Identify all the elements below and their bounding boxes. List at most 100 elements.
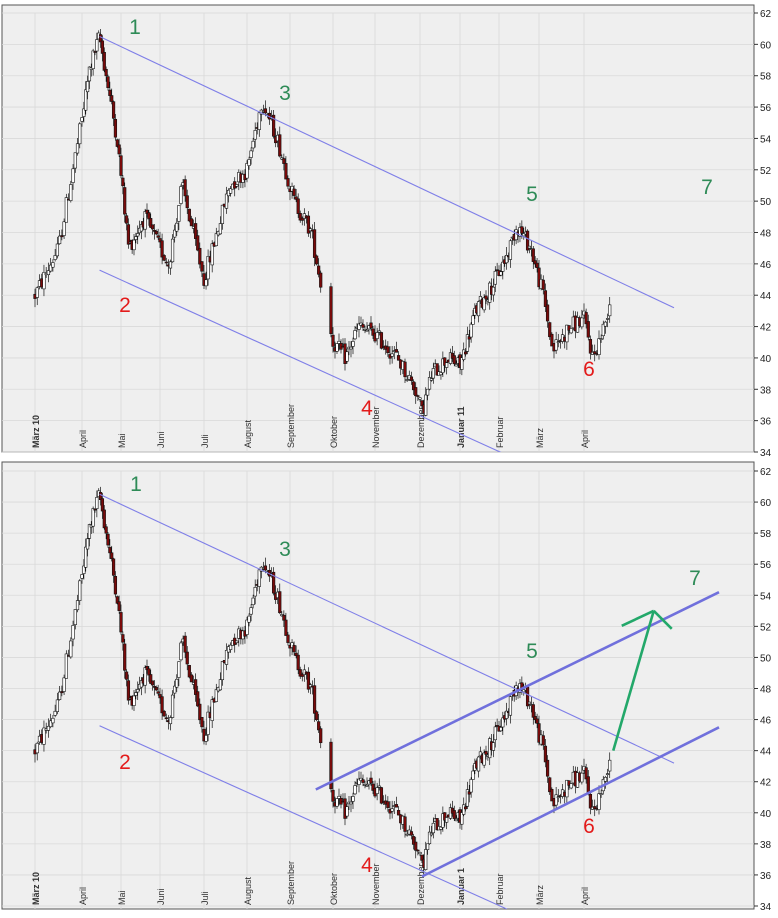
candle-down — [296, 198, 300, 214]
candle-up — [556, 341, 560, 344]
y-tick-label: 38 — [760, 840, 772, 851]
candle-down — [443, 357, 447, 366]
candle-down — [296, 654, 300, 671]
month-label: Februar — [495, 416, 505, 448]
candle-up — [445, 362, 449, 368]
candle-down — [535, 718, 539, 724]
candle-down — [154, 686, 158, 691]
candle-down — [286, 634, 290, 643]
y-tick-label: 44 — [760, 291, 772, 302]
candle-up — [431, 822, 435, 834]
candle-up — [491, 286, 496, 296]
candle-down — [272, 571, 276, 594]
wave-label-1: 1 — [129, 16, 141, 39]
wave-annotations: 1 2 3 4 5 6 7 — [119, 16, 713, 420]
wave-label-6: 6 — [583, 358, 595, 381]
candle-up — [357, 778, 361, 785]
candle-up — [247, 615, 251, 623]
candle-up — [462, 349, 466, 360]
candle-up — [426, 388, 430, 396]
candle-down — [593, 806, 597, 809]
candle-down — [537, 267, 541, 288]
candle-up — [501, 717, 505, 728]
candle-up — [460, 357, 464, 370]
candle-up — [143, 667, 147, 686]
candle-down — [158, 238, 162, 243]
candle-up — [441, 358, 445, 374]
candle-down — [104, 526, 108, 534]
candle-up — [218, 679, 222, 691]
candle-up — [42, 727, 46, 745]
candle-down — [312, 685, 317, 714]
candle-up — [214, 233, 218, 247]
candle-up — [218, 223, 222, 235]
plot-area — [1, 4, 755, 453]
candle-down — [435, 363, 439, 376]
candle-up — [95, 39, 99, 52]
candle-down — [117, 601, 121, 611]
candle-up — [390, 808, 394, 812]
candle-down — [329, 286, 333, 335]
y-tick-label: 36 — [760, 871, 772, 882]
month-label: April — [78, 430, 88, 448]
candle-down — [282, 158, 286, 164]
candle-up — [80, 117, 84, 122]
wave-label-5: 5 — [526, 183, 538, 206]
candle-up — [46, 270, 51, 276]
wave-label-5: 5 — [526, 640, 538, 663]
candle-up — [64, 653, 68, 679]
x-axis-months: März 10 April Mai Juni Juli August September Ok… — [31, 471, 590, 909]
candle-down — [298, 213, 302, 221]
candle-up — [465, 789, 470, 807]
candle-up — [337, 795, 341, 799]
candle-up — [565, 779, 569, 798]
candle-down — [278, 134, 282, 157]
forecast-arrow — [612, 609, 673, 752]
candle-up — [214, 689, 218, 702]
candle-down — [588, 793, 593, 809]
candle-down — [386, 346, 390, 354]
wave-label-6: 6 — [583, 815, 595, 838]
candle-up — [58, 235, 62, 245]
y-tick-label: 40 — [760, 809, 772, 820]
candle-up — [454, 364, 458, 367]
candle-down — [535, 262, 539, 268]
candle-down — [150, 224, 155, 230]
candle-down — [537, 723, 541, 743]
y-tick-label: 34 — [760, 448, 772, 459]
y-tick-label: 42 — [760, 323, 772, 334]
candle-down — [586, 321, 590, 338]
candles — [33, 486, 612, 875]
candle-down — [306, 671, 311, 690]
y-tick-label: 62 — [760, 9, 772, 20]
forecast-arrow-head-right — [652, 609, 673, 630]
month-label: November — [371, 406, 381, 448]
candle-down — [183, 635, 187, 653]
candle-up — [53, 710, 57, 716]
down-channel-line — [99, 36, 675, 309]
candle-down — [100, 498, 105, 512]
candle-up — [251, 140, 255, 149]
candle-up — [55, 699, 59, 712]
candle-down — [286, 178, 290, 187]
candle-down — [98, 492, 103, 500]
candle-down — [108, 89, 112, 96]
candle-up — [353, 330, 357, 340]
candle-down — [200, 261, 204, 272]
candle-down — [196, 235, 200, 251]
candle-up — [465, 334, 470, 352]
candle-up — [599, 793, 603, 795]
candle-down — [152, 230, 157, 232]
candle-up — [82, 565, 86, 574]
candle-down — [149, 218, 153, 228]
candle-down — [319, 728, 323, 744]
candle-down — [119, 612, 123, 633]
plot-area — [1, 461, 755, 910]
candle-down — [119, 155, 123, 176]
y-tick-label: 54 — [760, 591, 772, 602]
candle-up — [365, 784, 369, 787]
candle-up — [603, 776, 608, 782]
candle-up — [235, 640, 239, 644]
candle-down — [567, 780, 571, 786]
